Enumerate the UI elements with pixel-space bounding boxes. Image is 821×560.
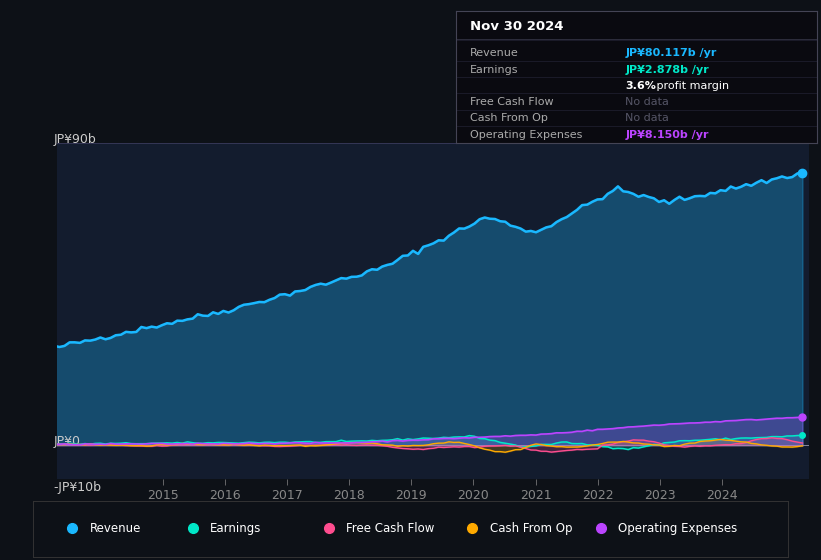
- Text: profit margin: profit margin: [653, 81, 729, 91]
- Text: Earnings: Earnings: [210, 521, 262, 535]
- Text: Free Cash Flow: Free Cash Flow: [346, 521, 434, 535]
- Text: No data: No data: [626, 113, 669, 123]
- Text: Cash From Op: Cash From Op: [490, 521, 572, 535]
- Text: JP¥90b: JP¥90b: [53, 133, 96, 146]
- Text: -JP¥10b: -JP¥10b: [53, 480, 102, 494]
- Text: JP¥0: JP¥0: [53, 435, 80, 448]
- Text: Free Cash Flow: Free Cash Flow: [470, 97, 553, 107]
- Text: JP¥8.150b /yr: JP¥8.150b /yr: [626, 130, 709, 140]
- Text: JP¥2.878b /yr: JP¥2.878b /yr: [626, 66, 709, 76]
- Text: 3.6%: 3.6%: [626, 81, 656, 91]
- Text: Operating Expenses: Operating Expenses: [470, 130, 582, 140]
- Text: No data: No data: [626, 97, 669, 107]
- Text: Cash From Op: Cash From Op: [470, 113, 548, 123]
- Text: Nov 30 2024: Nov 30 2024: [470, 20, 563, 34]
- Text: Revenue: Revenue: [89, 521, 141, 535]
- Text: Earnings: Earnings: [470, 66, 519, 76]
- Text: Revenue: Revenue: [470, 48, 519, 58]
- Text: JP¥80.117b /yr: JP¥80.117b /yr: [626, 48, 717, 58]
- Text: Operating Expenses: Operating Expenses: [618, 521, 737, 535]
